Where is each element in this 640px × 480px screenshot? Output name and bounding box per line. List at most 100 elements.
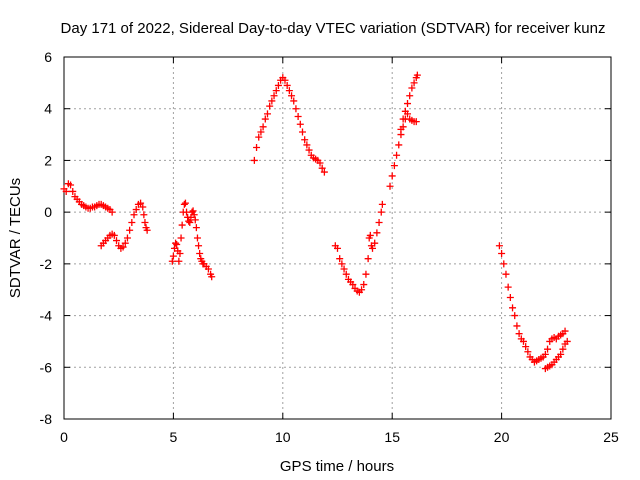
data-point xyxy=(522,343,530,351)
data-point xyxy=(513,322,521,330)
data-point xyxy=(401,107,409,115)
data-point xyxy=(378,200,386,208)
data-point xyxy=(177,234,185,242)
data-point xyxy=(119,243,127,251)
data-point xyxy=(126,226,134,234)
data-point xyxy=(504,283,512,291)
data-point xyxy=(509,304,517,312)
data-point xyxy=(519,337,527,345)
data-point xyxy=(296,120,304,128)
x-tick-label: 10 xyxy=(275,429,291,445)
data-point xyxy=(338,260,346,268)
data-point xyxy=(524,348,532,356)
data-point xyxy=(362,270,370,278)
data-point xyxy=(515,330,523,338)
y-tick-label: -2 xyxy=(40,256,53,272)
data-point xyxy=(141,218,149,226)
data-point xyxy=(143,226,151,234)
data-point xyxy=(176,250,184,258)
data-point xyxy=(180,200,188,208)
data-point xyxy=(130,211,138,219)
data-point xyxy=(294,112,302,120)
chart-title: Day 171 of 2022, Sidereal Day-to-day VTE… xyxy=(61,20,606,37)
data-point xyxy=(266,102,274,110)
data-point xyxy=(257,128,265,136)
data-point xyxy=(192,224,200,232)
data-point xyxy=(173,240,181,248)
data-point xyxy=(283,81,291,89)
data-point xyxy=(123,234,131,242)
data-point xyxy=(557,350,565,358)
data-point xyxy=(305,146,313,154)
data-point xyxy=(349,281,357,289)
data-point xyxy=(128,218,136,226)
data-point xyxy=(259,123,267,131)
data-point xyxy=(110,231,118,239)
data-point xyxy=(253,144,261,151)
data-point xyxy=(410,79,418,87)
data-point xyxy=(388,172,396,180)
data-point xyxy=(369,244,377,252)
series-segment xyxy=(331,200,386,296)
data-point xyxy=(140,211,148,219)
data-point xyxy=(175,257,183,265)
data-point xyxy=(408,84,416,92)
data-point xyxy=(186,218,194,226)
data-point xyxy=(502,270,510,278)
x-tick-label: 25 xyxy=(603,429,619,445)
data-point xyxy=(121,239,129,247)
data-point xyxy=(390,162,398,170)
data-point xyxy=(255,133,263,141)
data-point xyxy=(358,286,366,294)
plot-frame xyxy=(63,56,612,420)
data-point xyxy=(67,181,75,189)
data-series xyxy=(60,71,571,373)
x-tick-label: 20 xyxy=(494,429,510,445)
data-point xyxy=(316,159,324,167)
x-axis-tick-labels: 0 5 10 15 20 25 xyxy=(60,429,619,445)
y-tick-label: -4 xyxy=(40,308,53,324)
data-point xyxy=(288,92,296,100)
data-point xyxy=(541,350,549,358)
data-point xyxy=(113,237,121,245)
data-point xyxy=(181,199,189,207)
data-point xyxy=(132,206,140,214)
data-point xyxy=(261,115,269,123)
x-axis-label: GPS time / hours xyxy=(280,458,394,475)
data-point xyxy=(250,156,258,164)
data-point xyxy=(366,231,374,239)
data-point xyxy=(301,136,309,144)
data-point xyxy=(208,273,216,281)
data-point xyxy=(399,115,407,123)
series-segment xyxy=(97,199,151,252)
data-point xyxy=(500,260,508,268)
data-point xyxy=(193,234,201,242)
data-point xyxy=(334,244,341,252)
data-point xyxy=(272,87,280,95)
data-point xyxy=(413,71,421,79)
data-point xyxy=(397,125,405,133)
data-point xyxy=(190,211,198,219)
data-point xyxy=(281,76,289,84)
data-point xyxy=(62,187,70,195)
y-tick-label: 4 xyxy=(44,101,52,117)
data-point xyxy=(559,345,567,353)
data-point xyxy=(263,110,271,118)
data-point xyxy=(303,141,311,149)
data-point xyxy=(342,270,350,278)
series-segment xyxy=(168,199,216,281)
data-point xyxy=(340,265,348,273)
data-point xyxy=(108,208,116,216)
data-point xyxy=(191,216,199,224)
x-tick-label: 0 xyxy=(60,429,68,445)
y-axis-label: SDTVAR / TECUs xyxy=(7,178,24,298)
data-point xyxy=(139,203,147,211)
data-point xyxy=(268,97,276,105)
y-tick-label: -6 xyxy=(40,359,53,375)
y-tick-label: -8 xyxy=(40,411,53,427)
data-point xyxy=(172,239,180,247)
data-point xyxy=(168,257,176,265)
data-point xyxy=(563,337,571,345)
data-point xyxy=(169,252,177,260)
